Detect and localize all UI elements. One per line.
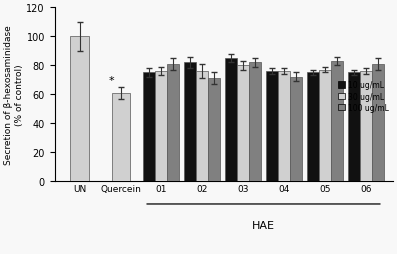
Bar [278,72,290,182]
Bar [143,73,155,182]
Bar [307,73,319,182]
Bar [249,63,261,182]
Bar [266,72,278,182]
Bar [167,65,179,182]
Bar [225,59,237,182]
Bar [360,72,372,182]
Text: HAE: HAE [252,220,275,230]
Bar [290,77,302,182]
Bar [349,73,360,182]
Bar [331,62,343,182]
Bar [319,70,331,182]
Text: *: * [109,75,114,86]
Bar [155,72,167,182]
Bar [196,72,208,182]
Bar [208,79,220,182]
Bar [112,93,130,182]
Y-axis label: Secretion of β-hexosaminidase
(% of control): Secretion of β-hexosaminidase (% of cont… [4,25,23,165]
Bar [71,37,89,182]
Bar [184,63,196,182]
Bar [237,66,249,182]
Bar [372,65,384,182]
Legend: 10 ug/mL, 30 ug/mL, 100 ug/mL: 10 ug/mL, 30 ug/mL, 100 ug/mL [335,78,392,115]
